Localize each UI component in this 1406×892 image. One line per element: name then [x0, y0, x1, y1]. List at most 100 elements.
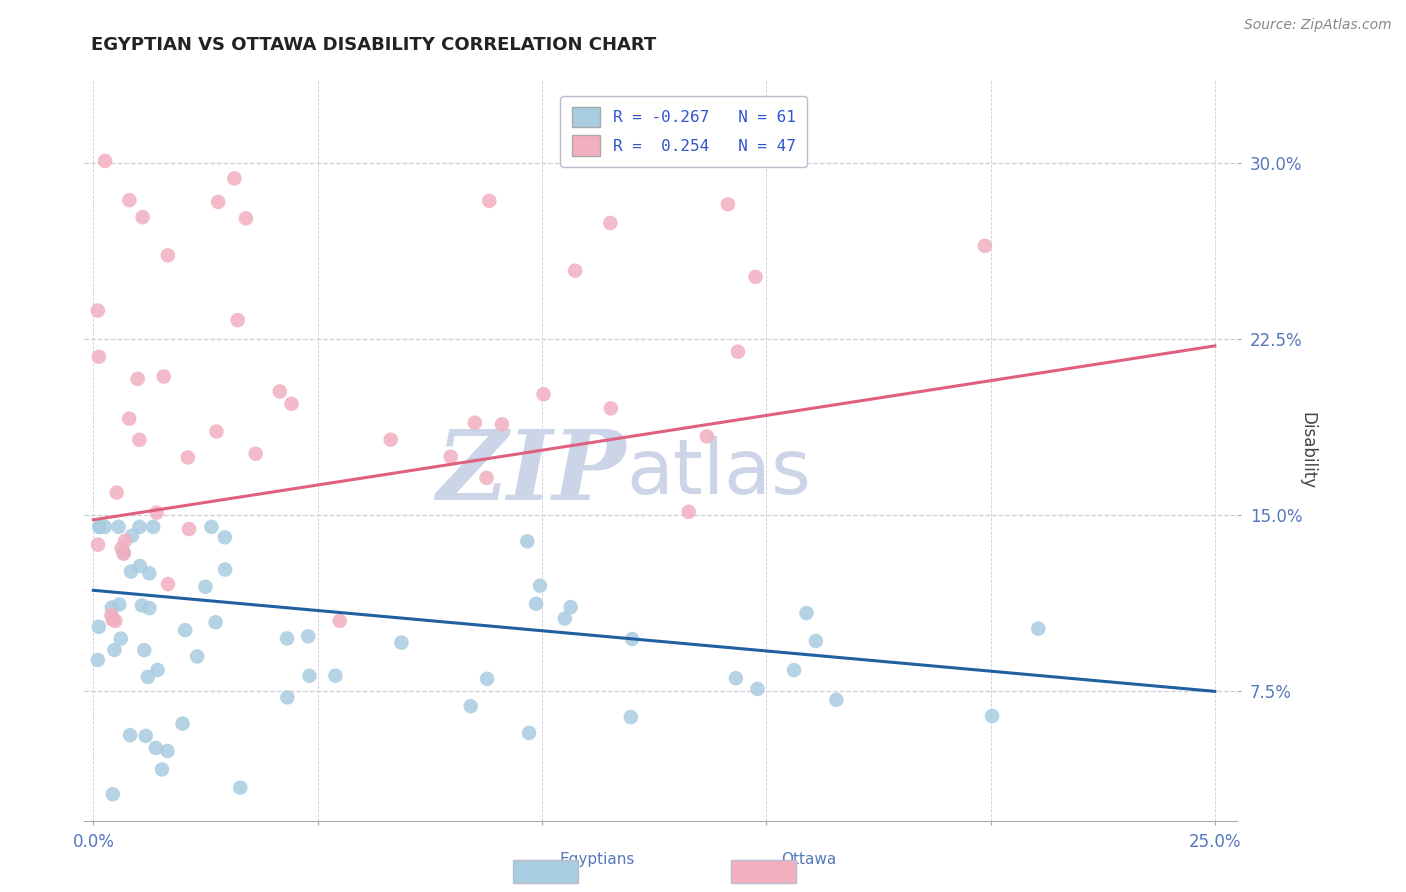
Point	[127, 372, 149, 386]
Point	[120, 728, 142, 742]
Point	[114, 533, 136, 548]
Point	[128, 520, 150, 534]
Text: Egyptians: Egyptians	[560, 852, 636, 867]
Point	[135, 729, 157, 743]
Point	[87, 653, 110, 667]
Point	[157, 577, 180, 591]
Point	[172, 716, 194, 731]
Point	[533, 387, 555, 401]
Point	[134, 643, 156, 657]
Legend: R = -0.267   N = 61, R =  0.254   N = 47: R = -0.267 N = 61, R = 0.254 N = 47	[561, 95, 807, 167]
Point	[138, 601, 160, 615]
Point	[205, 425, 228, 439]
Point	[107, 520, 129, 534]
Point	[118, 193, 141, 207]
Point	[621, 632, 644, 646]
Point	[747, 681, 769, 696]
Point	[108, 598, 131, 612]
Point	[214, 562, 236, 576]
Point	[517, 726, 540, 740]
Point	[564, 263, 586, 277]
Point	[131, 599, 153, 613]
Point	[491, 417, 513, 432]
Point	[112, 547, 135, 561]
Point	[235, 211, 257, 226]
Point	[973, 239, 995, 253]
Point	[101, 787, 124, 801]
Point	[981, 709, 1004, 723]
Point	[94, 520, 117, 534]
Point	[460, 699, 482, 714]
Point	[138, 566, 160, 581]
Point	[87, 538, 110, 552]
Point	[380, 433, 402, 447]
Point	[280, 397, 302, 411]
Text: atlas: atlas	[626, 435, 811, 509]
Point	[104, 614, 127, 628]
Point	[200, 520, 222, 534]
Text: ZIP: ZIP	[437, 425, 626, 520]
Point	[186, 649, 208, 664]
Point	[129, 559, 152, 574]
Point	[145, 740, 167, 755]
Text: EGYPTIAN VS OTTAWA DISABILITY CORRELATION CHART: EGYPTIAN VS OTTAWA DISABILITY CORRELATIO…	[91, 36, 657, 54]
Point	[103, 643, 125, 657]
Point	[269, 384, 291, 399]
Point	[156, 744, 179, 758]
Point	[724, 671, 747, 685]
Point	[560, 600, 582, 615]
Point	[105, 485, 128, 500]
Y-axis label: Disability: Disability	[1298, 412, 1316, 489]
Point	[87, 620, 110, 634]
Point	[245, 447, 267, 461]
Point	[136, 670, 159, 684]
Point	[89, 520, 111, 534]
Point	[478, 194, 501, 208]
Point	[150, 763, 173, 777]
Point	[146, 663, 169, 677]
Point	[112, 545, 135, 559]
Point	[204, 615, 226, 630]
Point	[599, 401, 621, 416]
Point	[121, 528, 143, 542]
Point	[229, 780, 252, 795]
Point	[1026, 622, 1049, 636]
Point	[717, 197, 740, 211]
Point	[101, 613, 124, 627]
Point	[142, 520, 165, 534]
Point	[727, 344, 749, 359]
Point	[529, 579, 551, 593]
Point	[118, 411, 141, 425]
Point	[207, 194, 229, 209]
Point	[214, 530, 236, 544]
Point	[678, 505, 700, 519]
Point	[329, 614, 352, 628]
Point	[224, 171, 246, 186]
Point	[94, 153, 117, 168]
Point	[554, 611, 576, 625]
Point	[325, 668, 347, 682]
Point	[464, 416, 486, 430]
Point	[100, 607, 122, 622]
Point	[131, 210, 153, 224]
Point	[128, 433, 150, 447]
Point	[226, 313, 249, 327]
Point	[177, 522, 200, 536]
Point	[524, 597, 547, 611]
Point	[783, 663, 806, 677]
Point	[440, 450, 463, 464]
Point	[156, 248, 179, 262]
Point	[174, 623, 197, 637]
Point	[87, 350, 110, 364]
Point	[276, 690, 298, 705]
Point	[177, 450, 200, 465]
Point	[391, 635, 413, 649]
Point	[110, 632, 132, 646]
Point	[744, 269, 766, 284]
Point	[145, 506, 167, 520]
Point	[298, 669, 321, 683]
Point	[111, 541, 134, 555]
Point	[620, 710, 643, 724]
Point	[194, 580, 217, 594]
Point	[475, 471, 498, 485]
